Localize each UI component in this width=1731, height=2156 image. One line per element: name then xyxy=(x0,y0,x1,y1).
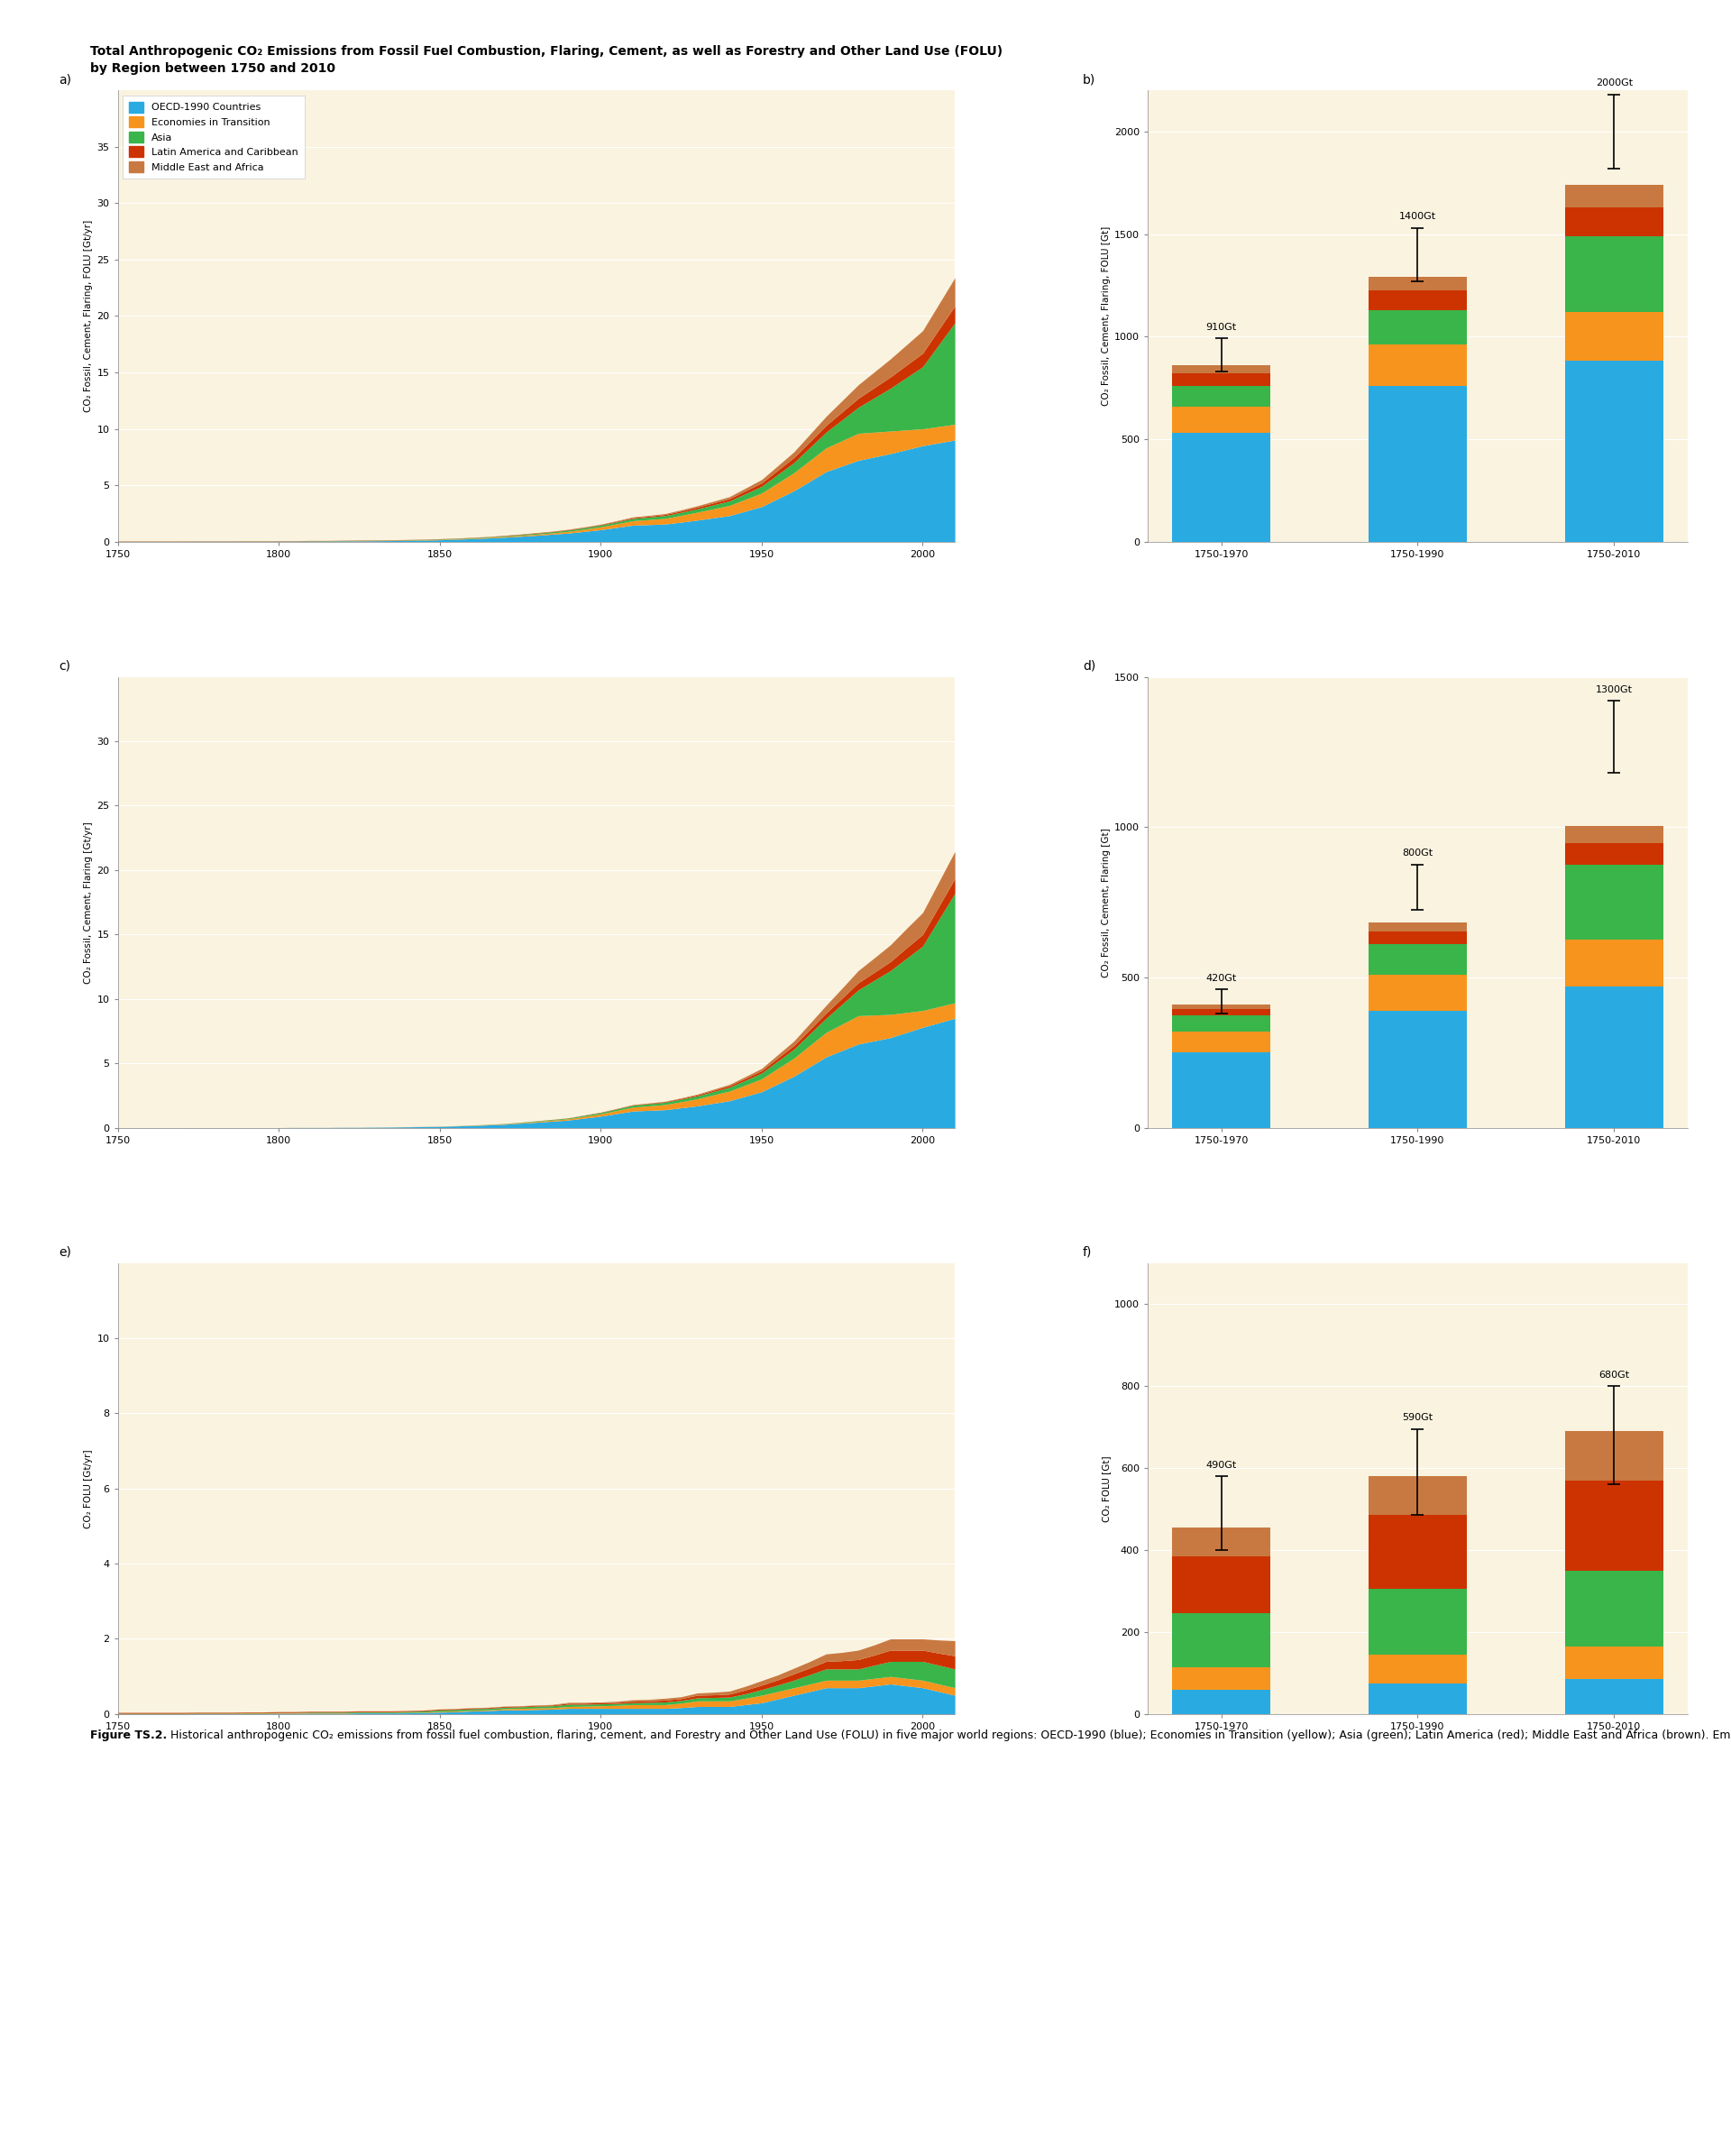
Bar xyxy=(1369,1011,1466,1128)
Text: f): f) xyxy=(1084,1246,1092,1259)
Bar xyxy=(1369,278,1466,291)
Bar xyxy=(1172,405,1271,433)
Bar xyxy=(1565,207,1663,237)
Text: d): d) xyxy=(1084,660,1096,673)
Bar xyxy=(1172,1526,1271,1557)
Bar xyxy=(1172,364,1271,373)
Text: 1400Gt: 1400Gt xyxy=(1399,211,1437,222)
Bar xyxy=(1369,931,1466,944)
Text: 490Gt: 490Gt xyxy=(1207,1460,1236,1470)
Bar xyxy=(1172,433,1271,541)
Bar xyxy=(1565,1647,1663,1680)
Bar xyxy=(1565,940,1663,987)
Bar xyxy=(1369,1516,1466,1589)
Text: 590Gt: 590Gt xyxy=(1402,1414,1433,1423)
Text: Historical anthropogenic CO₂ emissions from fossil fuel combustion, flaring, cem: Historical anthropogenic CO₂ emissions f… xyxy=(166,1729,1731,1740)
Bar xyxy=(1172,1690,1271,1714)
Text: b): b) xyxy=(1084,73,1096,86)
Text: c): c) xyxy=(59,660,71,673)
Bar xyxy=(1565,237,1663,313)
Text: 1300Gt: 1300Gt xyxy=(1596,686,1632,694)
Text: Figure TS.2.: Figure TS.2. xyxy=(90,1729,166,1740)
Bar xyxy=(1565,1680,1663,1714)
Bar xyxy=(1369,975,1466,1011)
Bar xyxy=(1172,1667,1271,1690)
Bar xyxy=(1172,1009,1271,1015)
Bar xyxy=(1369,291,1466,310)
Bar xyxy=(1369,310,1466,345)
Y-axis label: CO₂ Fossil, Cement, Flaring [Gt]: CO₂ Fossil, Cement, Flaring [Gt] xyxy=(1101,828,1111,977)
Bar xyxy=(1172,1052,1271,1128)
Bar xyxy=(1565,1570,1663,1647)
Bar xyxy=(1565,313,1663,360)
Text: 680Gt: 680Gt xyxy=(1599,1371,1629,1380)
Text: 910Gt: 910Gt xyxy=(1207,323,1236,332)
Text: 2000Gt: 2000Gt xyxy=(1596,80,1632,88)
Text: 420Gt: 420Gt xyxy=(1207,975,1236,983)
Text: 800Gt: 800Gt xyxy=(1402,849,1433,858)
Text: Total Anthropogenic CO₂ Emissions from Fossil Fuel Combustion, Flaring, Cement, : Total Anthropogenic CO₂ Emissions from F… xyxy=(90,45,1002,58)
Y-axis label: CO₂ FOLU [Gt/yr]: CO₂ FOLU [Gt/yr] xyxy=(85,1449,93,1529)
Bar xyxy=(1369,1684,1466,1714)
Bar xyxy=(1565,1481,1663,1570)
Bar xyxy=(1369,944,1466,975)
Bar xyxy=(1565,826,1663,843)
Bar xyxy=(1172,373,1271,386)
Text: by Region between 1750 and 2010: by Region between 1750 and 2010 xyxy=(90,63,336,75)
Bar xyxy=(1565,987,1663,1128)
Bar xyxy=(1565,865,1663,940)
Bar xyxy=(1369,1477,1466,1516)
Bar xyxy=(1369,1589,1466,1654)
Bar xyxy=(1172,1557,1271,1613)
Bar xyxy=(1172,1031,1271,1052)
Bar xyxy=(1172,386,1271,405)
Bar xyxy=(1369,1654,1466,1684)
Y-axis label: CO₂ Fossil, Cement, Flaring, FOLU [Gt]: CO₂ Fossil, Cement, Flaring, FOLU [Gt] xyxy=(1101,226,1110,405)
Bar xyxy=(1172,1005,1271,1009)
Bar xyxy=(1565,1432,1663,1481)
Bar xyxy=(1172,1613,1271,1667)
Bar xyxy=(1172,1015,1271,1031)
Text: a): a) xyxy=(59,73,71,86)
Bar xyxy=(1369,386,1466,541)
Y-axis label: CO₂ FOLU [Gt]: CO₂ FOLU [Gt] xyxy=(1101,1455,1111,1522)
Bar xyxy=(1565,843,1663,865)
Legend: OECD-1990 Countries, Economies in Transition, Asia, Latin America and Caribbean,: OECD-1990 Countries, Economies in Transi… xyxy=(123,95,305,179)
Bar xyxy=(1369,345,1466,386)
Y-axis label: CO₂ Fossil, Cement, Flaring [Gt/yr]: CO₂ Fossil, Cement, Flaring [Gt/yr] xyxy=(85,821,93,983)
Bar xyxy=(1369,923,1466,931)
Bar xyxy=(1565,360,1663,541)
Bar xyxy=(1565,185,1663,207)
Y-axis label: CO₂ Fossil, Cement, Flaring, FOLU [Gt/yr]: CO₂ Fossil, Cement, Flaring, FOLU [Gt/yr… xyxy=(85,220,93,412)
Text: e): e) xyxy=(59,1246,71,1259)
